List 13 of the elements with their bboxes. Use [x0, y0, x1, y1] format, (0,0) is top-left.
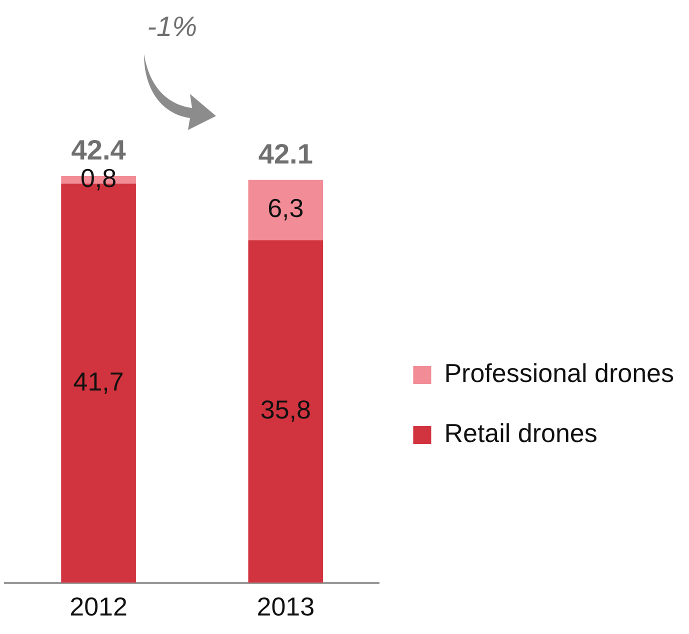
text: -1%	[147, 10, 197, 42]
data-label: 0,8	[80, 163, 117, 193]
x-tick-label: 2012	[70, 592, 128, 622]
bar	[248, 180, 324, 240]
x-tick-label: 2013	[256, 592, 315, 622]
bar	[248, 240, 324, 583]
total-label: 42.1	[258, 138, 313, 170]
legend-label: Professional drones	[444, 358, 674, 388]
data-label: 6,3	[268, 193, 304, 224]
legend-label: Retail drones	[444, 418, 598, 448]
total-label: 42.4	[71, 134, 126, 166]
data-label: 41,7	[73, 366, 124, 396]
data-label: 35,8	[260, 394, 311, 425]
